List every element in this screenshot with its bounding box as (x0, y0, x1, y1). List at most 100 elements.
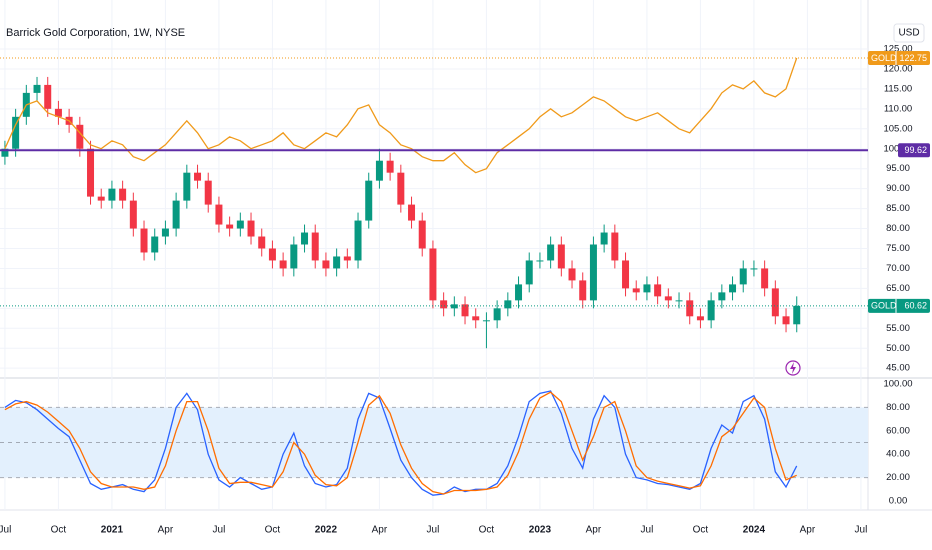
candle-body (686, 300, 694, 317)
candle-body (547, 244, 555, 261)
candle-body (643, 284, 651, 293)
candle-body (236, 220, 244, 229)
x-tick-label: Oct (265, 525, 281, 536)
candle-body (226, 224, 234, 229)
candle-body (194, 172, 202, 181)
candle-body (632, 288, 640, 293)
y-tick-label: 125.00 (883, 44, 912, 55)
candle-body (675, 300, 683, 302)
candle-body (54, 108, 62, 117)
candle-body (536, 260, 544, 262)
candle-body (450, 304, 458, 309)
y-tick-label: 65.00 (886, 283, 910, 294)
price-label-box (868, 50, 930, 65)
y-tick-label: 90.00 (886, 183, 910, 194)
price-label-box (898, 143, 930, 158)
y-tick-label: 80.00 (886, 223, 910, 234)
candle-body (418, 220, 426, 249)
candle-body (600, 232, 608, 245)
candle-body (408, 204, 416, 221)
candle-body (97, 196, 105, 201)
candle-body (557, 244, 565, 269)
candle-body (247, 220, 255, 237)
alert-icon[interactable] (785, 360, 801, 376)
chart-title: Barrick Gold Corporation, 1W, NYSE (6, 27, 185, 39)
x-tick-label: Apr (800, 525, 816, 536)
candle-body (515, 284, 523, 301)
candle-body (622, 260, 630, 289)
candle-body (493, 308, 501, 321)
candle-body (290, 244, 298, 269)
line (4, 391, 797, 495)
x-tick-label: Jul (855, 525, 868, 536)
x-tick-label: Apr (158, 525, 174, 536)
candle-body (279, 260, 287, 269)
candle-body (461, 304, 469, 317)
candle-body (771, 288, 779, 317)
y-tick-label: 70.00 (886, 263, 910, 274)
x-tick-label: Oct (479, 525, 495, 536)
y-tick-label: 115.00 (884, 83, 912, 94)
y-tick-label: 95.00 (886, 163, 910, 174)
candle-body (750, 268, 758, 270)
candle-body (386, 160, 394, 173)
x-tick-label: Jul (0, 525, 11, 536)
candle-body (664, 296, 672, 301)
y-tick-label: 55.00 (886, 323, 910, 334)
candle-body (365, 180, 373, 221)
candle-body (472, 316, 480, 321)
x-tick-label: Oct (51, 525, 67, 536)
candle-body (161, 228, 169, 237)
candle-body (12, 116, 20, 149)
candle-body (440, 300, 448, 309)
candle-body (782, 316, 790, 325)
candle-body (429, 248, 437, 301)
price-label-value: 60.62 (904, 301, 927, 311)
labels: Jul Oct 2021 Apr Jul Oct 2022 Apr Jul Oct 2023 Apr J… (0, 44, 930, 536)
candle-body (119, 188, 127, 201)
y-tick-label: 80.00 (886, 402, 910, 413)
candle-body (568, 268, 576, 281)
candle-body (258, 236, 266, 249)
candle-body (707, 300, 715, 321)
candle-body (729, 284, 737, 293)
candle-body (301, 232, 309, 245)
candle-body (354, 220, 362, 261)
line (4, 57, 798, 174)
candle-body (579, 280, 587, 301)
y-tick-label: 50.00 (886, 343, 910, 354)
candle-body (793, 305, 801, 325)
candle-body (525, 260, 533, 285)
x-tick-label: Apr (372, 525, 388, 536)
candle-body (268, 248, 276, 261)
candle-body (654, 284, 662, 297)
candle-body (739, 268, 747, 285)
y-tick-label: 100.00 (883, 379, 912, 390)
y-tick-label: 105.00 (883, 123, 912, 134)
y-tick-label: 40.00 (886, 449, 910, 460)
y-tick-label: 110.00 (884, 103, 912, 114)
plot-area (0, 57, 868, 496)
candle-body (397, 172, 405, 205)
candle-body (44, 84, 52, 109)
candle-body (87, 148, 95, 197)
candle-body (151, 236, 159, 253)
y-tick-label: 45.00 (886, 363, 910, 374)
x-tick-label: Jul (213, 525, 226, 536)
candle-body (589, 244, 597, 301)
candle-body (718, 292, 726, 301)
candle-body (204, 180, 212, 205)
currency-box[interactable] (893, 23, 925, 43)
price-label-value: 122.75 (899, 53, 927, 63)
currency[interactable]: USD (898, 28, 919, 39)
price-label-name: GOLD (871, 301, 897, 311)
price-label-value: 99.62 (904, 145, 927, 155)
y-tick-label: 85.00 (886, 203, 910, 214)
y-tick-label: 75.00 (886, 243, 910, 254)
candle-body (696, 316, 704, 321)
y-tick-label: 120.00 (883, 63, 912, 74)
candle-body (215, 204, 223, 225)
candle-body (129, 200, 137, 229)
